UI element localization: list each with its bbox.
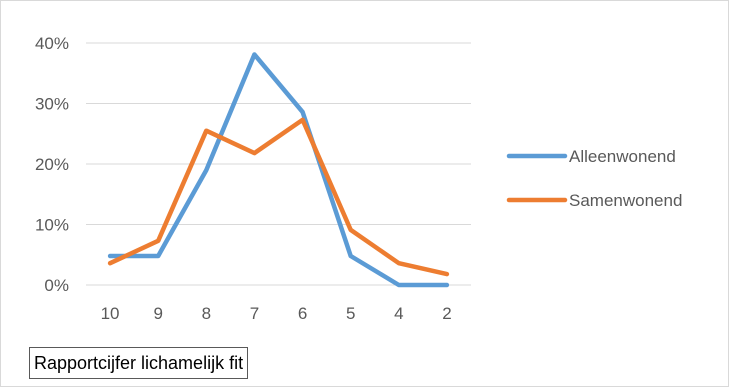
x-tick-label: 5 [346, 304, 355, 323]
series-line-alleenwonend [107, 52, 450, 288]
x-tick-label: 7 [250, 304, 259, 323]
x-tick-label: 6 [298, 304, 307, 323]
x-tick-label: 10 [101, 304, 120, 323]
legend-label: Alleenwonend [569, 147, 676, 166]
series-line-samenwonend [107, 117, 450, 277]
x-tick-label: 4 [394, 304, 403, 323]
legend: Alleenwonend Samenwonend [506, 147, 682, 210]
y-axis-tick-labels: 0% 10% 20% 30% 40% [35, 34, 69, 295]
legend-label: Samenwonend [569, 191, 682, 210]
x-tick-label: 9 [153, 304, 162, 323]
y-tick-label: 0% [44, 276, 69, 295]
x-tick-label: 8 [202, 304, 211, 323]
y-tick-label: 40% [35, 34, 69, 53]
series-lines [107, 52, 450, 288]
y-tick-label: 30% [35, 95, 69, 114]
y-tick-label: 20% [35, 155, 69, 174]
x-tick-label: 2 [442, 304, 451, 323]
x-axis-tick-labels: 10 9 8 7 6 5 4 2 [101, 304, 452, 323]
x-axis-label: Rapportcijfer lichamelijk fit [29, 347, 249, 379]
y-tick-label: 10% [35, 216, 69, 235]
